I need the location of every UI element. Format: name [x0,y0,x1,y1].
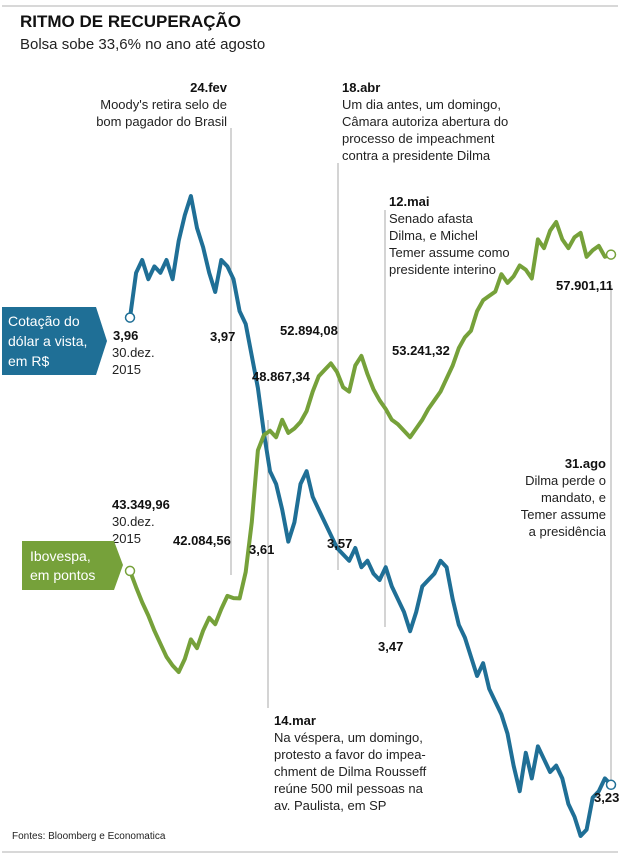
event-text-line: Um dia antes, um domingo, [342,97,501,112]
legend-text-line: em R$ [8,353,49,369]
point-markers [124,249,617,791]
legend-text-line: Cotação do [8,313,80,329]
marker-dolar [605,779,617,791]
value-label-ibovespa: 53.241,32 [392,343,450,358]
event-text-line: Na véspera, um domingo, [274,730,423,745]
start-note-line: 2015 [112,362,141,377]
chart-title: RITMO DE RECUPERAÇÃO [20,11,241,31]
value-label-dolar: 3,47 [378,639,403,654]
event-text-line: processo de impeachment [342,131,495,146]
legend-box-dolar [2,307,107,375]
event-text-line: Senado afasta [389,211,474,226]
marker-ibovespa [605,249,617,260]
event-text-line: a presidência [529,524,607,539]
start-note-line: 30.dez. [112,345,155,360]
value-label-dolar: 3,57 [327,536,352,551]
event-text-line: presidente interino [389,262,496,277]
event-date-24fev: 24.fev [190,80,228,95]
event-date-14mar: 14.mar [274,713,316,728]
value-label-dolar: 3,97 [210,329,235,344]
event-text-line: Câmara autoriza abertura do [342,114,508,129]
event-date-31ago: 31.ago [565,456,606,471]
event-text-line: mandato, e [541,490,606,505]
event-date-18abr: 18.abr [342,80,380,95]
marker-ibovespa [124,565,136,577]
legend-box-ibovespa [22,541,123,590]
legend-text-line: em pontos [30,567,95,583]
legend-dolar: Cotação do dólar a vista, em R$ [2,307,107,375]
legend-text-line: Ibovespa, [30,548,91,564]
event-text-line: av. Paulista, em SP [274,798,386,813]
start-note-line: 2015 [112,531,141,546]
marker-dolar [124,312,136,323]
event-text-line: contra a presidente Dilma [342,148,491,163]
value-label-dolar: 3,61 [249,542,274,557]
value-label-ibovespa: 43.349,96 [112,497,170,512]
source-note: Fontes: Bloomberg e Economatica [12,831,166,842]
value-label-ibovespa: 42.084,56 [173,533,231,548]
event-31ago: 31.ago Dilma perde o mandato, e Temer as… [521,456,607,539]
event-text-line: Moody's retira selo de [100,97,227,112]
start-note-line: 30.dez. [112,514,155,529]
event-text-line: Dilma, e Michel [389,228,478,243]
value-label-ibovespa: 52.894,08 [280,323,338,338]
event-date-12mai: 12.mai [389,194,429,209]
event-text-line: reúne 500 mil pessoas na [274,781,424,796]
series-line-dolar [128,194,613,838]
event-text-line: protesto a favor do impea- [274,747,426,762]
event-text-line: Temer assume [521,507,606,522]
value-label-ibovespa: 48.867,34 [252,369,311,384]
legend-text-line: dólar a vista, [8,333,87,349]
legend-ibovespa: Ibovespa, em pontos [22,541,123,590]
event-24fev: 24.fev Moody's retira selo de bom pagado… [96,80,228,129]
value-label-ibovespa: 57.901,11 [556,278,613,293]
value-label-dolar: 3,96 [113,328,138,343]
event-text-line: bom pagador do Brasil [96,114,227,129]
chart-subtitle: Bolsa sobe 33,6% no ano até agosto [20,36,265,53]
event-14mar: 14.mar Na véspera, um domingo, protesto … [274,713,427,813]
series-line-ibovespa [128,220,613,674]
event-text-line: Temer assume como [389,245,510,260]
event-18abr: 18.abr Um dia antes, um domingo, Câmara … [342,80,508,163]
event-text-line: Dilma perde o [525,473,606,488]
event-12mai: 12.mai Senado afasta Dilma, e Michel Tem… [389,194,510,277]
value-label-dolar: 3,23 [594,790,619,805]
event-text-line: chment de Dilma Rousseff [274,764,427,779]
